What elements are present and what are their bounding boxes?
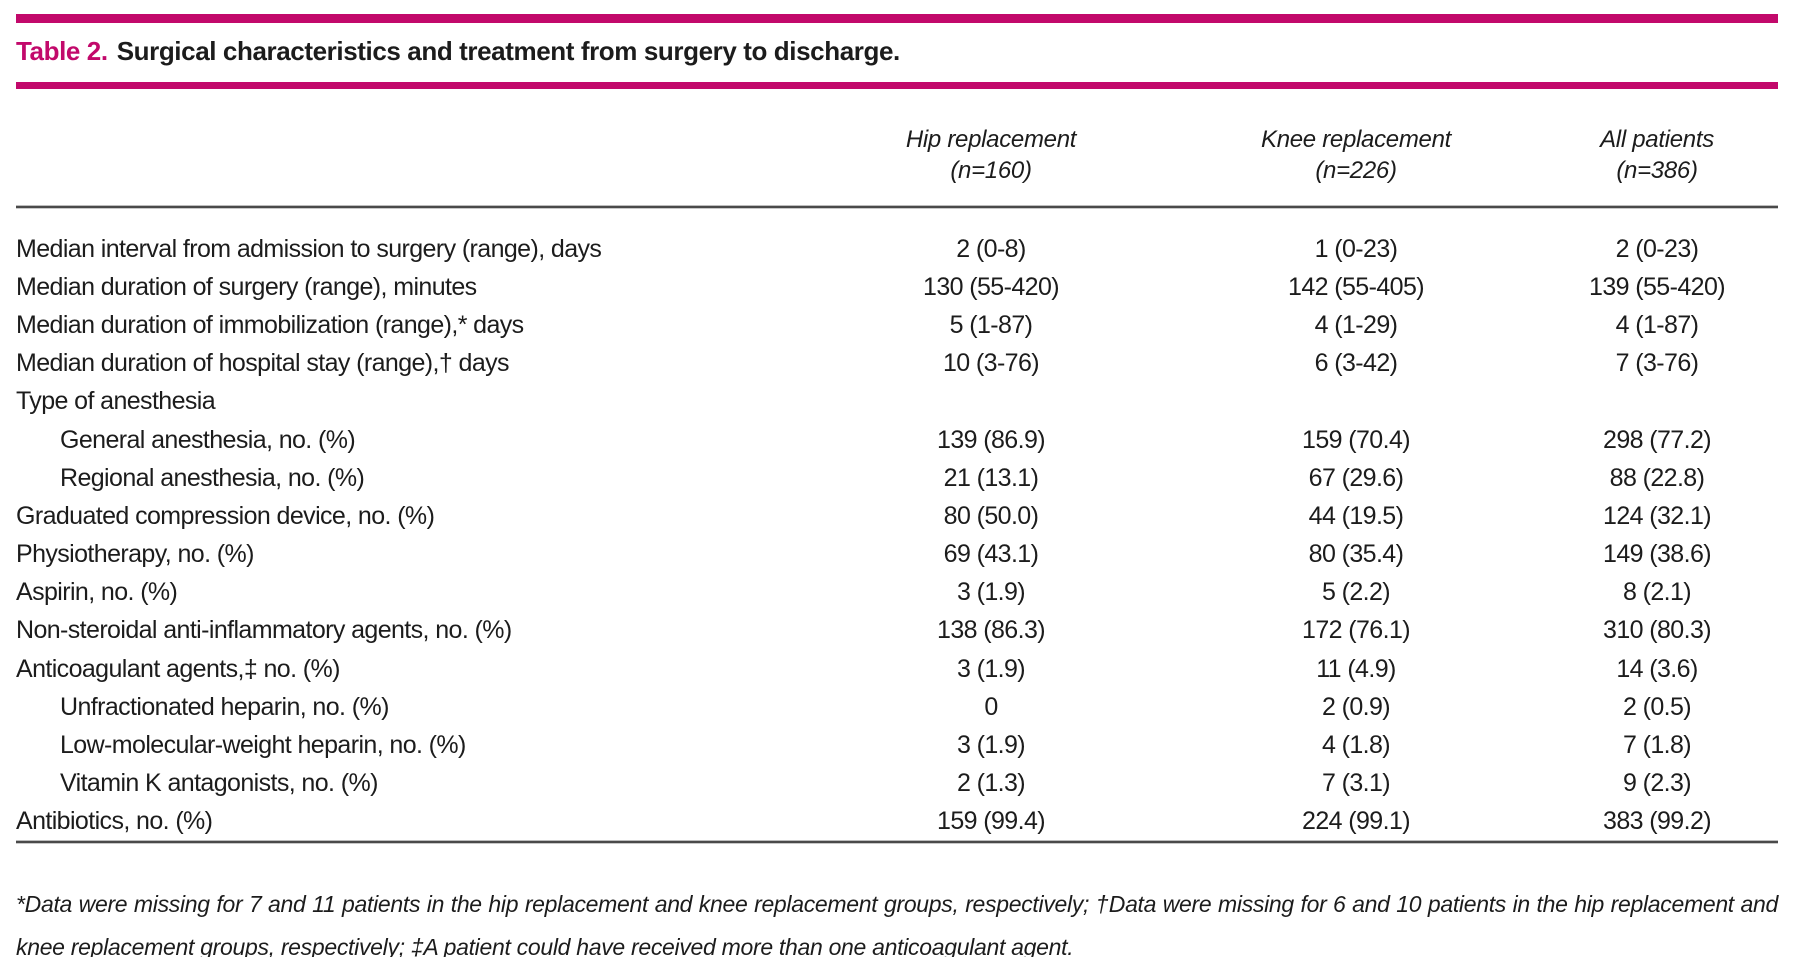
cell-all-patients: 14 (3.6) [1616,654,1698,683]
row-label: Type of anesthesia [16,387,216,416]
cell-all-patients: 298 (77.2) [1603,425,1712,454]
cell-all-patients: 310 (80.3) [1603,616,1712,645]
cell-hip-replacement: 3 (1.9) [956,654,1026,683]
cell-hip-replacement: 3 (1.9) [956,578,1026,607]
cell-all-patients: 383 (99.2) [1603,807,1712,836]
cell-knee-replacement: 67 (29.6) [1308,463,1404,492]
row-label: Non-steroidal anti-inflammatory agents, … [16,616,512,645]
row-label: Regional anesthesia, no. (%) [60,463,365,492]
row-label: Median duration of immobilization (range… [16,310,524,339]
cell-knee-replacement: 159 (70.4) [1302,425,1411,454]
footer-separator-rule [16,841,1778,843]
cell-knee-replacement: 4 (1-29) [1314,310,1398,339]
cell-all-patients: 88 (22.8) [1609,463,1705,492]
cell-knee-replacement: 44 (19.5) [1308,501,1404,530]
cell-knee-replacement: 1 (0-23) [1314,234,1398,263]
header-separator-rule [16,206,1778,208]
cell-all-patients: 9 (2.3) [1622,769,1692,798]
row-label: Unfractionated heparin, no. (%) [60,692,389,721]
row-label: Median duration of surgery (range), minu… [16,272,477,301]
table-body: Median interval from admission to surger… [16,230,1778,841]
cell-knee-replacement: 172 (76.1) [1302,616,1411,645]
cell-all-patients: 7 (1.8) [1622,731,1692,760]
table-row: Regional anesthesia, no. (%) 21 (13.1) 6… [16,459,1778,497]
table-row: Graduated compression device, no. (%) 80… [16,497,1778,535]
column-header-knee: Knee replacement (n=226) [1176,124,1536,186]
table-row: Unfractionated heparin, no. (%) 0 2 (0.9… [16,688,1778,726]
cell-hip-replacement: 139 (86.9) [937,425,1046,454]
cell-hip-replacement: 138 (86.3) [937,616,1046,645]
column-header-knee-name: Knee replacement [1261,126,1451,153]
row-label: Vitamin K antagonists, no. (%) [60,769,378,798]
row-label: General anesthesia, no. (%) [60,425,356,454]
table-row: Non-steroidal anti-inflammatory agents, … [16,612,1778,650]
cell-knee-replacement: 6 (3-42) [1314,349,1398,378]
column-header-hip-name: Hip replacement [905,126,1077,153]
cell-all-patients: 7 (3-76) [1615,349,1699,378]
cell-all-patients: 8 (2.1) [1622,578,1692,607]
table-row: Median interval from admission to surger… [16,230,1778,268]
table-title-text: Surgical characteristics and treatment f… [116,36,901,66]
cell-hip-replacement: 5 (1-87) [949,310,1033,339]
table-row: Aspirin, no. (%) 3 (1.9) 5 (2.2) 8 (2.1) [16,574,1778,612]
table-row: Antibiotics, no. (%) 159 (99.4) 224 (99.… [16,803,1778,841]
column-header-all-n: (n=386) [1616,157,1698,184]
table-row: Median duration of hospital stay (range)… [16,345,1778,383]
cell-knee-replacement: 11 (4.9) [1316,654,1396,683]
cell-all-patients: 149 (38.6) [1603,540,1712,569]
cell-all-patients: 139 (55-420) [1589,272,1726,301]
top-accent-rule [16,14,1778,23]
table-footnote: *Data were missing for 7 and 11 patients… [16,891,1778,957]
cell-knee-replacement: 5 (2.2) [1321,578,1391,607]
row-label: Graduated compression device, no. (%) [16,501,435,530]
cell-all-patients: 4 (1-87) [1615,310,1699,339]
row-label: Antibiotics, no. (%) [16,807,213,836]
table-row: Physiotherapy, no. (%) 69 (43.1) 80 (35.… [16,536,1778,574]
cell-hip-replacement: 80 (50.0) [943,501,1039,530]
row-label-header-spacer [16,124,806,186]
table-title: Table 2. Surgical characteristics and tre… [16,36,1778,67]
row-label: Physiotherapy, no. (%) [16,540,254,569]
row-label: Aspirin, no. (%) [16,578,178,607]
row-label: Median interval from admission to surger… [16,234,602,263]
cell-hip-replacement: 0 [984,692,998,721]
table-number-label: Table 2. [16,36,108,66]
cell-knee-replacement: 2 (0.9) [1321,692,1391,721]
column-header-knee-n: (n=226) [1315,157,1397,184]
table-row: Low-molecular-weight heparin, no. (%) 3 … [16,726,1778,764]
table-row: Type of anesthesia [16,383,1778,421]
table-row: Vitamin K antagonists, no. (%) 2 (1.3) 7… [16,765,1778,803]
cell-knee-replacement: 80 (35.4) [1308,540,1404,569]
cell-hip-replacement: 130 (55-420) [923,272,1060,301]
cell-hip-replacement: 3 (1.9) [956,731,1026,760]
cell-hip-replacement: 2 (1.3) [956,769,1026,798]
table-row: Anticoagulant agents,‡ no. (%) 3 (1.9) 1… [16,650,1778,688]
row-label: Median duration of hospital stay (range)… [16,349,510,378]
table-row: Median duration of surgery (range), minu… [16,268,1778,306]
cell-all-patients: 2 (0-23) [1615,234,1699,263]
column-header-hip: Hip replacement (n=160) [806,124,1176,186]
cell-hip-replacement: 10 (3-76) [942,349,1040,378]
cell-all-patients: 124 (32.1) [1603,501,1712,530]
column-header-all: All patients (n=386) [1536,124,1778,186]
cell-knee-replacement: 7 (3.1) [1321,769,1391,798]
cell-hip-replacement: 159 (99.4) [937,807,1046,836]
table-row: Median duration of immobilization (range… [16,306,1778,344]
column-header-all-name: All patients [1600,126,1714,153]
cell-knee-replacement: 142 (55-405) [1288,272,1425,301]
row-label: Low-molecular-weight heparin, no. (%) [60,731,466,760]
cell-hip-replacement: 21 (13.1) [943,463,1039,492]
cell-knee-replacement: 4 (1.8) [1321,731,1391,760]
cell-knee-replacement: 224 (99.1) [1302,807,1411,836]
column-header-row: Hip replacement (n=160) Knee replacement… [16,124,1778,186]
cell-all-patients: 2 (0.5) [1622,692,1692,721]
row-label: Anticoagulant agents,‡ no. (%) [16,654,340,683]
table-row: General anesthesia, no. (%) 139 (86.9) 1… [16,421,1778,459]
title-accent-rule [16,82,1778,89]
column-header-hip-n: (n=160) [950,157,1032,184]
cell-hip-replacement: 2 (0-8) [956,234,1026,263]
cell-hip-replacement: 69 (43.1) [943,540,1039,569]
